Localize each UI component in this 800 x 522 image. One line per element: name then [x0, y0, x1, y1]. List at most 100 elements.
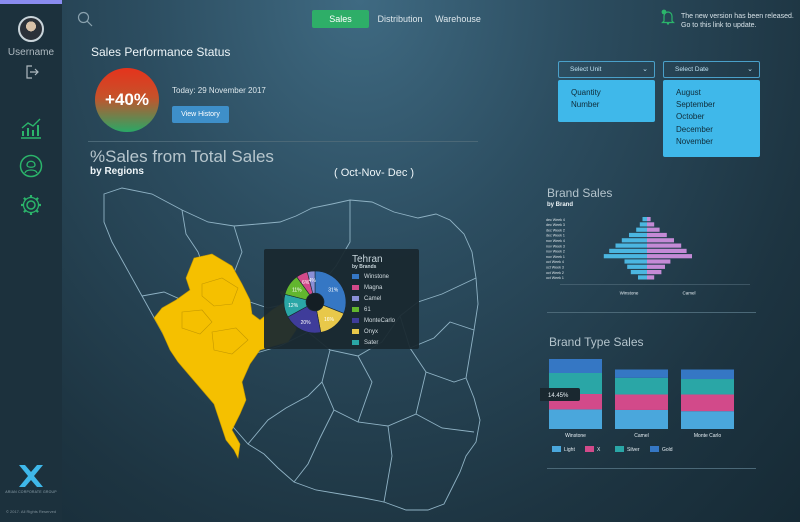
winstone-bar[interactable] — [615, 243, 648, 248]
gear-icon[interactable] — [19, 193, 43, 217]
bell-icon[interactable] — [661, 9, 675, 25]
avatar[interactable] — [18, 16, 44, 42]
series-label-camel: Camel — [682, 291, 695, 296]
camel-bar[interactable] — [647, 227, 660, 232]
stacked-bar-segment[interactable] — [681, 394, 734, 412]
date-option[interactable]: October — [676, 112, 705, 121]
winstone-bar[interactable] — [621, 238, 647, 243]
brand-type-chart[interactable]: Winstone Camel Monte Carlo 14.45% Light X Silv… — [540, 355, 756, 460]
stacked-bar-segment[interactable] — [681, 379, 734, 395]
legend-item: Winstone — [352, 273, 389, 281]
camel-bar[interactable] — [647, 254, 692, 259]
winstone-bar[interactable] — [603, 254, 647, 259]
winstone-bar[interactable] — [638, 275, 647, 280]
date-options-list: August September October December Novemb… — [663, 80, 760, 157]
camel-bar[interactable] — [647, 243, 682, 248]
chevron-down-icon: ⌄ — [642, 66, 648, 73]
brand-sales-category-label: nov Week 4 — [546, 239, 565, 243]
camel-bar[interactable] — [647, 270, 662, 275]
camel-bar[interactable] — [647, 275, 655, 280]
select-date-dropdown[interactable]: Select Date ⌄ — [663, 61, 760, 78]
donut-slice — [314, 270, 347, 314]
tab-warehouse[interactable]: Warehouse — [435, 14, 481, 24]
winstone-bar[interactable] — [642, 217, 648, 222]
select-unit-dropdown[interactable]: Select Unit ⌄ — [558, 61, 655, 78]
username: Username — [7, 47, 55, 58]
winstone-bar[interactable] — [609, 248, 647, 253]
map-section-subtitle: by Regions — [90, 166, 144, 177]
date-option[interactable]: September — [676, 100, 716, 109]
company-logo-icon — [19, 465, 43, 487]
date-option[interactable]: August — [676, 88, 701, 97]
camel-bar[interactable] — [647, 222, 655, 227]
unit-option[interactable]: Quantity — [571, 88, 601, 97]
section-divider — [547, 312, 756, 313]
camel-bar[interactable] — [647, 232, 667, 238]
camel-bar[interactable] — [647, 264, 665, 269]
winstone-bar[interactable] — [624, 259, 648, 264]
view-history-button[interactable]: View History — [172, 106, 229, 123]
sidebar: Username ARIAN CORPORATE GROUP © 2017. A… — [0, 0, 62, 522]
stacked-bar-segment[interactable] — [549, 359, 602, 373]
tab-distribution[interactable]: Distribution — [377, 14, 423, 24]
winstone-bar[interactable] — [636, 227, 647, 232]
tooltip-title: Tehran — [352, 254, 383, 265]
company-name: ARIAN CORPORATE GROUP — [5, 490, 57, 494]
winstone-bar[interactable] — [629, 232, 647, 238]
legend-item: MonteCarlo — [352, 317, 395, 325]
unit-option[interactable]: Number — [571, 100, 600, 109]
notification-message[interactable]: The new version has been released. Go to… — [681, 12, 796, 30]
winstone-bar[interactable] — [630, 270, 647, 275]
camel-bar[interactable] — [647, 259, 671, 264]
camel-bar[interactable] — [647, 217, 651, 222]
map-outline — [103, 187, 481, 511]
brand-sales-title: Brand Sales — [547, 186, 613, 200]
legend-item: 61 — [352, 306, 371, 314]
brand-sales-category-label: dec Week 1 — [546, 234, 565, 238]
winstone-bar[interactable] — [627, 264, 647, 269]
brand-sales-category-label: dec Week 2 — [546, 228, 565, 232]
tab-sales[interactable]: Sales — [312, 10, 369, 28]
donut-slice-label: 20% — [301, 320, 312, 326]
stacked-bar-segment[interactable] — [549, 409, 602, 429]
stacked-bar-segment[interactable] — [681, 369, 734, 380]
brand-type-tooltip — [540, 388, 580, 401]
date-option[interactable]: November — [676, 137, 713, 146]
donut-slice-label: 31% — [328, 288, 339, 294]
stacked-bar-segment[interactable] — [615, 377, 668, 395]
brand-donut-chart: 31% 16% 20% 12% 11%6% 4% — [283, 270, 347, 334]
camel-bar[interactable] — [647, 238, 674, 243]
series-label-winstone: Winstone — [620, 291, 639, 296]
notification-line-2: Go to this link to update. — [681, 22, 757, 29]
legend-label: X — [597, 447, 601, 453]
legend-item: Camel — [352, 295, 381, 303]
brand-sales-category-label: dec Week 3 — [546, 223, 565, 227]
brand-type-title: Brand Type Sales — [549, 335, 644, 349]
brand-sales-category-label: oct Week 1 — [546, 276, 564, 280]
highlighted-region — [153, 253, 297, 459]
legend-label: Gold — [662, 447, 673, 453]
camel-bar[interactable] — [647, 248, 687, 253]
performance-kpi-badge: +40% — [95, 68, 159, 132]
unit-options-list: Quantity Number — [558, 80, 655, 122]
date-option[interactable]: December — [676, 125, 713, 134]
legend-item: Magna — [352, 284, 382, 292]
brand-sales-subtitle: by Brand — [547, 202, 574, 208]
logout-icon[interactable] — [25, 65, 39, 79]
region-tooltip: 31% 16% 20% 12% 11% 6% 4% Tehran by Brands Win… — [264, 249, 419, 349]
donut-slice-label: 16% — [324, 317, 335, 323]
user-circle-icon[interactable] — [19, 154, 43, 178]
stacked-bar-segment[interactable] — [615, 369, 668, 378]
regions-map[interactable] — [82, 182, 542, 517]
stacked-bar-segment[interactable] — [615, 409, 668, 429]
brand-type-category-label: Winstone — [565, 433, 586, 439]
stacked-bar-segment[interactable] — [681, 411, 734, 429]
legend-label: Silver — [627, 447, 640, 453]
winstone-bar[interactable] — [639, 222, 647, 227]
chart-icon[interactable] — [19, 116, 43, 140]
legend-label: Light — [564, 447, 575, 453]
stacked-bar-segment[interactable] — [615, 394, 668, 410]
donut-slice-label: 11% — [292, 288, 302, 294]
search-icon[interactable] — [77, 11, 93, 27]
